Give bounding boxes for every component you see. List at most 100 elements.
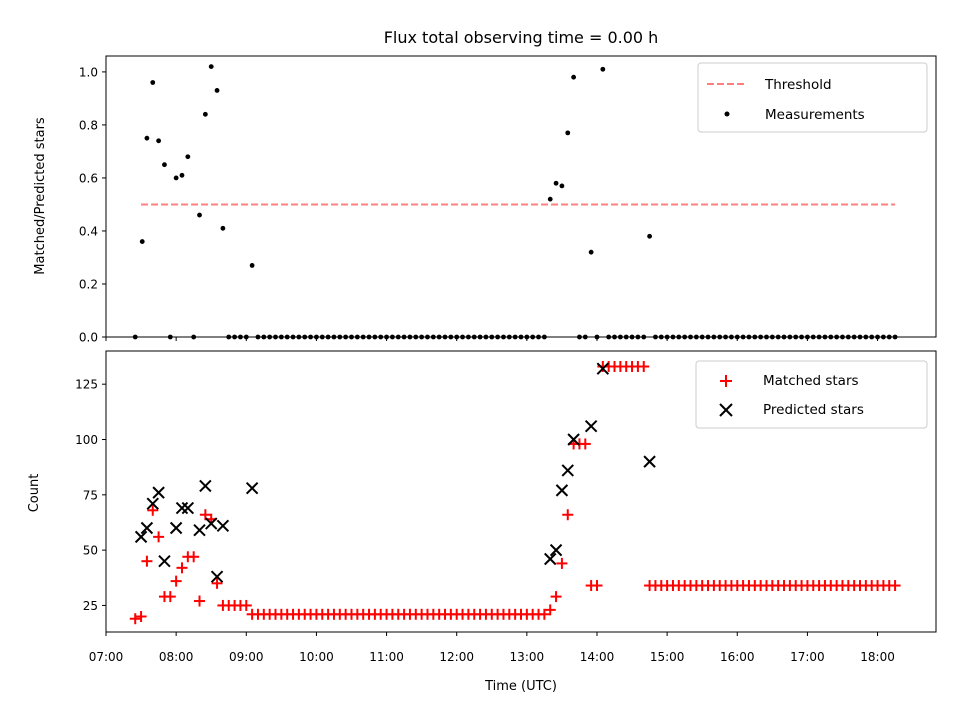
top-x-ticks <box>105 337 879 341</box>
predicted-star-point <box>158 554 171 568</box>
top-axes-frame <box>105 55 937 338</box>
matched-star-point <box>141 555 153 567</box>
measurement-point <box>162 162 167 168</box>
matched-star-point <box>164 591 176 603</box>
predicted-star-point <box>584 420 598 433</box>
predicted-star-point <box>193 524 206 537</box>
predicted-star-point <box>134 530 148 544</box>
y-tick-label: 125 <box>75 378 98 392</box>
matched-star-point <box>591 580 603 592</box>
predicted-star-point <box>549 543 563 557</box>
measurement-point <box>208 64 214 70</box>
measurement-point <box>220 225 226 231</box>
measurement-point <box>150 80 156 85</box>
y-tick-label: 50 <box>83 544 98 558</box>
measurement-point <box>571 74 577 80</box>
bottom-legend-box <box>695 360 928 429</box>
matched-star-point <box>544 604 556 616</box>
x-tick-label: 13:00 <box>510 650 545 664</box>
legend-threshold-label: Threshold <box>764 77 832 93</box>
matched-star-point <box>129 613 141 625</box>
legend-measurements-label: Measurements <box>765 107 865 123</box>
predicted-star-point <box>561 464 574 477</box>
bottom-axes-frame <box>105 350 937 633</box>
matched-star-point <box>194 595 206 607</box>
predicted-star-point <box>245 481 259 495</box>
bottom-legend: Matched stars Predicted stars <box>695 360 928 429</box>
matched-star-point <box>562 509 574 521</box>
legend-predicted-label: Predicted stars <box>763 402 864 418</box>
x-tick-label: 08:00 <box>159 650 194 664</box>
x-tick-label: 07:00 <box>89 650 124 664</box>
measurement-point <box>214 88 220 93</box>
bottom-y-axis-label: Count <box>27 474 42 513</box>
x-tick-label: 16:00 <box>720 650 755 664</box>
bottom-x-ticks: 07:00 08:00 09:00 10:00 11:00 12:00 13:00 14:00… <box>89 632 895 664</box>
predicted-star-point <box>169 521 183 535</box>
x-tick-label: 18:00 <box>860 650 895 664</box>
measurement-point <box>197 212 202 218</box>
measurement-point <box>647 233 652 239</box>
y-tick-label: 0.4 <box>79 224 98 238</box>
y-tick-label: 0.6 <box>79 171 98 185</box>
measurement-point <box>249 263 255 268</box>
y-tick-label: 75 <box>83 488 98 502</box>
measurement-point <box>600 66 606 72</box>
top-y-ticks: 0.0 0.2 0.4 0.6 0.8 1.0 <box>79 65 106 345</box>
x-tick-label: 15:00 <box>650 650 685 664</box>
predicted-star-point <box>643 455 656 468</box>
x-tick-label: 10:00 <box>299 650 334 664</box>
measurement-point <box>553 180 559 186</box>
matched-star-point <box>147 504 159 516</box>
top-legend: Threshold Measurements <box>697 62 928 133</box>
measurement-point <box>179 172 185 178</box>
x-tick-label: 09:00 <box>229 650 264 664</box>
bottom-axes: 25 50 75 100 125 07:00 08:00 09:00 10:00 11:00 12… <box>27 350 937 694</box>
matched-star-point <box>556 557 568 569</box>
measurement-point <box>156 138 162 144</box>
matched-star-point <box>176 562 188 574</box>
predicted-star-point <box>544 552 557 566</box>
predicted-star-point <box>567 433 580 446</box>
matched-star-point <box>188 551 200 563</box>
chart-title: Flux total observing time = 0.00 h <box>384 28 659 47</box>
predicted-star-point <box>205 517 218 530</box>
measurement-point <box>144 135 150 141</box>
predicted-star-point <box>210 570 224 583</box>
measurement-point <box>559 183 565 189</box>
predicted-star-point <box>596 362 610 375</box>
predicted-star-point <box>146 497 159 510</box>
bottom-plot-area <box>129 360 901 625</box>
legend-matched-label: Matched stars <box>763 373 859 389</box>
matched-star-point <box>211 577 223 589</box>
predicted-star-point <box>140 521 154 535</box>
measurement-point <box>202 111 208 117</box>
y-tick-label: 0.8 <box>79 118 98 132</box>
matched-star-point <box>579 438 591 450</box>
y-tick-label: 100 <box>75 433 98 447</box>
top-y-axis-label: Matched/Predicted stars <box>33 117 48 275</box>
matched-star-point <box>550 591 562 603</box>
bottom-y-ticks: 25 50 75 100 125 <box>75 378 106 613</box>
x-tick-label: 14:00 <box>580 650 615 664</box>
legend-measurements-swatch <box>724 111 730 117</box>
measurement-point <box>588 249 594 255</box>
predicted-star-point <box>181 501 195 515</box>
matched-star-point <box>240 599 252 611</box>
top-axes: 0.0 0.2 0.4 0.6 0.8 1.0 Matched/Predicted sta… <box>33 55 937 345</box>
legend-matched-swatch <box>720 375 732 387</box>
measurement-point <box>547 196 553 202</box>
x-tick-label: 12:00 <box>439 650 474 664</box>
top-legend-box <box>697 62 928 133</box>
measurement-point <box>139 239 145 244</box>
x-tick-label: 11:00 <box>369 650 404 664</box>
matched-star-point <box>538 608 550 620</box>
predicted-star-point <box>555 484 569 497</box>
y-tick-label: 25 <box>83 599 98 613</box>
matched-star-point <box>170 575 182 587</box>
predicted-star-point <box>175 501 189 515</box>
matched-star-point <box>889 580 901 592</box>
predicted-star-point <box>216 519 230 533</box>
matched-star-point <box>199 509 211 521</box>
